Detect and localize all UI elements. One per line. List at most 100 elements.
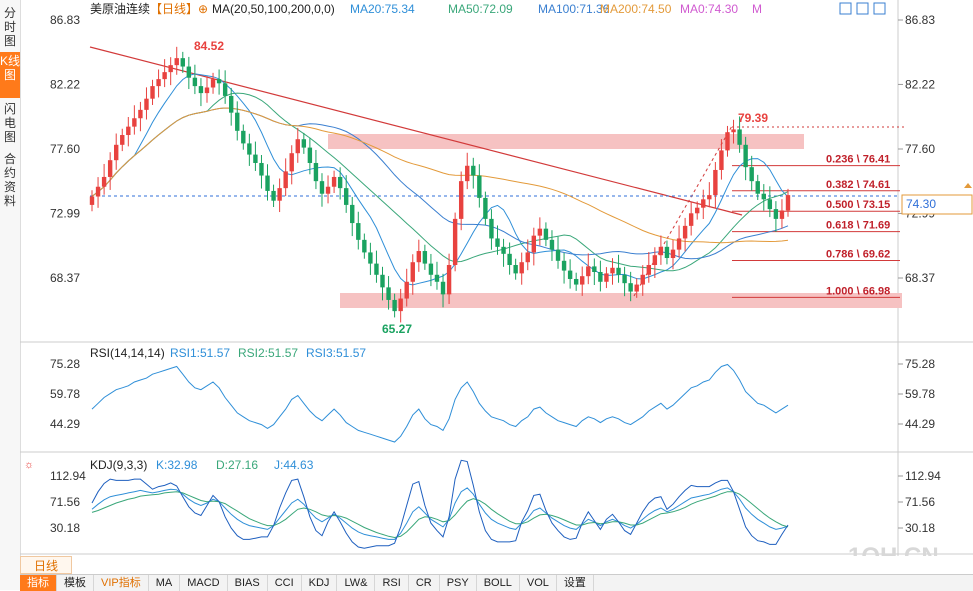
candle-body — [277, 188, 282, 201]
kdj-j-line — [91, 459, 789, 549]
ma20-value: MA20:75.34 — [350, 2, 415, 16]
tab-flash[interactable]: 闪电图 — [3, 102, 16, 144]
tab-ma[interactable]: MA — [149, 575, 181, 591]
recent-high-label: 79.39 — [738, 111, 768, 125]
candle-body — [186, 66, 192, 78]
tab-indicator[interactable]: 指标 — [20, 575, 57, 591]
tab-macd[interactable]: MACD — [180, 575, 228, 591]
price-axis: 86.8386.8382.2282.2277.6077.6072.9972.99… — [50, 13, 935, 285]
tab-timeshare[interactable]: 分时图 — [3, 6, 16, 48]
grid-icon[interactable] — [873, 2, 886, 15]
candle-body — [477, 175, 482, 198]
toolbar-icons[interactable] — [839, 2, 886, 15]
candle-body — [89, 196, 95, 205]
candle-body — [755, 181, 760, 194]
candle-body — [416, 251, 422, 263]
ma200-line — [91, 107, 789, 244]
kdj-tick-label: 71.56 — [905, 495, 935, 509]
kdj-k-line — [91, 487, 789, 540]
candle-body — [779, 210, 785, 219]
rsi-axis: 75.28 75.28 59.78 59.78 44.29 44.29 — [50, 357, 935, 431]
candle-body — [652, 255, 658, 266]
candle-body — [446, 265, 452, 295]
candle-body — [253, 154, 258, 163]
period-button[interactable]: 日线 — [20, 556, 72, 574]
settings-icon[interactable]: ⊕ — [198, 2, 208, 16]
watermark: 1QH.CN — [848, 543, 939, 556]
rsi-tick-label: 75.28 — [905, 357, 935, 371]
period-label: 【日线】 — [150, 2, 198, 16]
candle-body — [313, 162, 319, 182]
candle-body — [301, 139, 307, 148]
sun-icon[interactable]: ☼ — [24, 459, 34, 471]
rsi-title: RSI(14,14,14) — [90, 346, 165, 360]
tab-rsi[interactable]: RSI — [375, 575, 409, 591]
candle-body — [386, 287, 391, 300]
candle-body — [519, 262, 524, 274]
price-tick-label: 68.37 — [905, 271, 935, 285]
price-tick-label: 86.83 — [905, 13, 935, 27]
price-tick-label-left: 82.22 — [50, 77, 80, 91]
candle-body — [150, 86, 155, 99]
candle-body — [289, 153, 294, 172]
candle-body — [138, 109, 143, 119]
candle-body — [235, 112, 240, 131]
kdj-lines — [91, 459, 789, 549]
tab-contract-info[interactable]: 合约资料 — [3, 152, 16, 208]
tab-template[interactable]: 模板 — [57, 575, 94, 591]
tab-boll[interactable]: BOLL — [477, 575, 520, 591]
kdj-tick-label-left: 112.94 — [50, 469, 86, 483]
left-tab-bar: 分时图 K线图 闪电图 合约资料 — [0, 0, 21, 590]
tab-psy[interactable]: PSY — [440, 575, 477, 591]
candle-body — [410, 262, 415, 282]
rsi-tick-label: 44.29 — [905, 417, 935, 431]
candle-body — [204, 87, 210, 94]
tab-cci[interactable]: CCI — [268, 575, 302, 591]
candle-body — [586, 266, 591, 277]
tab-lw[interactable]: LW& — [337, 575, 376, 591]
candle-body — [483, 197, 488, 219]
tab-kline[interactable]: K线图 — [0, 52, 20, 98]
tab-vol[interactable]: VOL — [520, 575, 557, 591]
tab-kdj[interactable]: KDJ — [302, 575, 338, 591]
tab-settings[interactable]: 设置 — [557, 575, 594, 591]
candle-body — [701, 199, 706, 208]
candle-body — [713, 169, 718, 196]
candle-body — [362, 239, 367, 253]
candle-body — [325, 186, 331, 194]
candle-body — [664, 246, 670, 259]
candle-body — [622, 274, 627, 284]
candle-body — [628, 283, 633, 292]
indicator-tab-bar: 指标 模板 VIP指标 MA MACD BIAS CCI KDJ LW& RSI… — [20, 574, 973, 591]
candle-body — [525, 252, 530, 263]
candle-body — [695, 207, 700, 214]
tab-cr[interactable]: CR — [409, 575, 440, 591]
ma100-value: MA100:71.36 — [538, 2, 610, 16]
candle-body — [531, 235, 537, 253]
kdj-k-value: K:32.98 — [156, 458, 198, 472]
support-zone — [340, 293, 902, 308]
candle-body — [265, 175, 270, 191]
ma50-value: MA50:72.09 — [448, 2, 513, 16]
fit-icon[interactable] — [856, 2, 869, 15]
caret-up-icon — [964, 183, 972, 188]
candle-body — [682, 225, 688, 239]
tab-vip-indicator[interactable]: VIP指标 — [94, 575, 149, 591]
fib-level-label: 0.500 \ 73.15 — [826, 199, 890, 211]
zoom-icon[interactable] — [839, 2, 852, 15]
candle-body — [658, 246, 664, 256]
candle-body — [295, 139, 300, 154]
kdj-tick-label: 30.18 — [905, 521, 935, 535]
candle-body — [604, 273, 609, 282]
candle-body — [616, 267, 621, 275]
candle-body — [162, 72, 167, 80]
tab-bias[interactable]: BIAS — [228, 575, 268, 591]
candle-body — [114, 144, 119, 161]
candle-body — [434, 274, 440, 282]
candle-body — [343, 188, 349, 205]
rsi-tick-label-left: 75.28 — [50, 357, 80, 371]
fib-level-label: 0.236 \ 76.41 — [826, 154, 890, 166]
downtrend-line — [89, 46, 743, 216]
kdj-tick-label-left: 71.56 — [50, 495, 80, 509]
candle-body — [555, 249, 561, 261]
